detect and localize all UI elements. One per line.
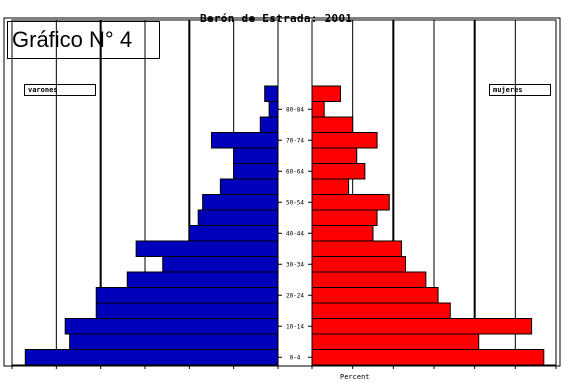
bar-female [311,194,390,211]
bar-female [311,101,325,118]
bar-female [311,271,427,288]
bar-female [311,116,354,133]
age-tick-label: 60-64 [286,168,304,175]
age-tick-label: 10-14 [286,323,304,330]
plot-frame [3,17,561,367]
bar-male [202,194,279,211]
bar-male [233,147,279,164]
age-tick-label: 80-84 [286,106,304,113]
x-axis-label: Percent [340,373,370,381]
bar-male [95,287,279,304]
bar-female [311,178,350,195]
bar-male [259,116,279,133]
bar-female [311,132,378,149]
bar-male [95,302,279,319]
bar-female [311,349,545,366]
bar-male [126,271,279,288]
page-title-badge: Gráfico N° 4 [7,21,160,59]
age-tick-label: 70-74 [286,137,304,144]
bar-male [135,240,279,257]
age-tick-label: 30-34 [286,261,304,268]
bar-female [311,256,407,273]
age-tick-label: 40-44 [286,230,304,237]
age-tick-label: 0-4 [290,354,301,361]
legend-males: varones [24,84,96,96]
bar-female [311,287,439,304]
bar-female [311,225,374,242]
age-tick-label: 20-24 [286,292,304,299]
bar-male [211,132,279,149]
bar-male [64,318,279,335]
bar-male [233,163,279,180]
bar-male [24,349,279,366]
bar-male [162,256,279,273]
legend-females: mujeres [489,84,551,96]
bar-male [188,225,279,242]
bar-female [311,209,378,226]
bar-male [69,333,279,350]
bar-female [311,85,341,102]
bar-female [311,147,358,164]
bar-female [311,302,451,319]
bar-female [311,318,533,335]
bar-female [311,240,402,257]
bar-female [311,333,480,350]
bar-male [197,209,279,226]
bar-female [311,163,366,180]
age-tick-label: 50-54 [286,199,304,206]
bar-male [264,85,279,102]
bar-male [219,178,279,195]
bar-male [268,101,279,118]
